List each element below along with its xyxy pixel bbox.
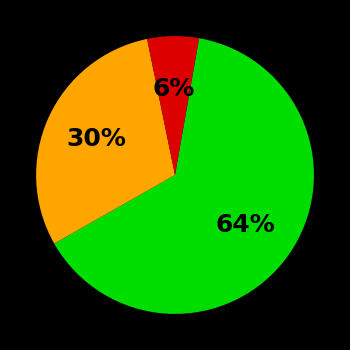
Text: 30%: 30% [66,127,126,152]
Wedge shape [36,39,175,244]
Text: 64%: 64% [216,213,275,237]
Wedge shape [54,38,314,314]
Wedge shape [147,36,199,175]
Text: 6%: 6% [153,77,195,101]
